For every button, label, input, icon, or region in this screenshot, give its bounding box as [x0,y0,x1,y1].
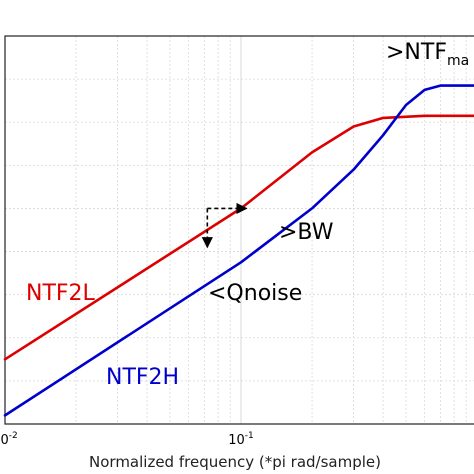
ntfmax-label: >NTFma [386,40,469,69]
bw-label: >BW [279,220,334,245]
ntfmax-subscript: ma [447,53,469,69]
ntf2h-label: NTF2H [106,365,179,390]
series-line-ntf2h [3,84,474,417]
tick-exponent: -1 [245,431,254,441]
tick-base: 10 [0,433,9,448]
tick-exponent: -2 [9,431,18,441]
ntfmax-main: >NTF [386,40,447,65]
ntf2l-label: NTF2L [26,281,96,306]
tick-base: 10 [228,433,245,448]
x-tick-label: 10-1 [228,431,254,448]
series-line-ntf2l [3,114,474,361]
x-tick-label: 10-2 [0,431,18,448]
series-lines [3,84,474,417]
x-axis-label: Normalized frequency (*pi rad/sample) [89,453,381,471]
grid [5,36,474,424]
x-tick-labels: 10-210-1 [0,431,254,448]
plot-area-frame [4,35,474,425]
qnoise-label: <Qnoise [208,281,302,306]
